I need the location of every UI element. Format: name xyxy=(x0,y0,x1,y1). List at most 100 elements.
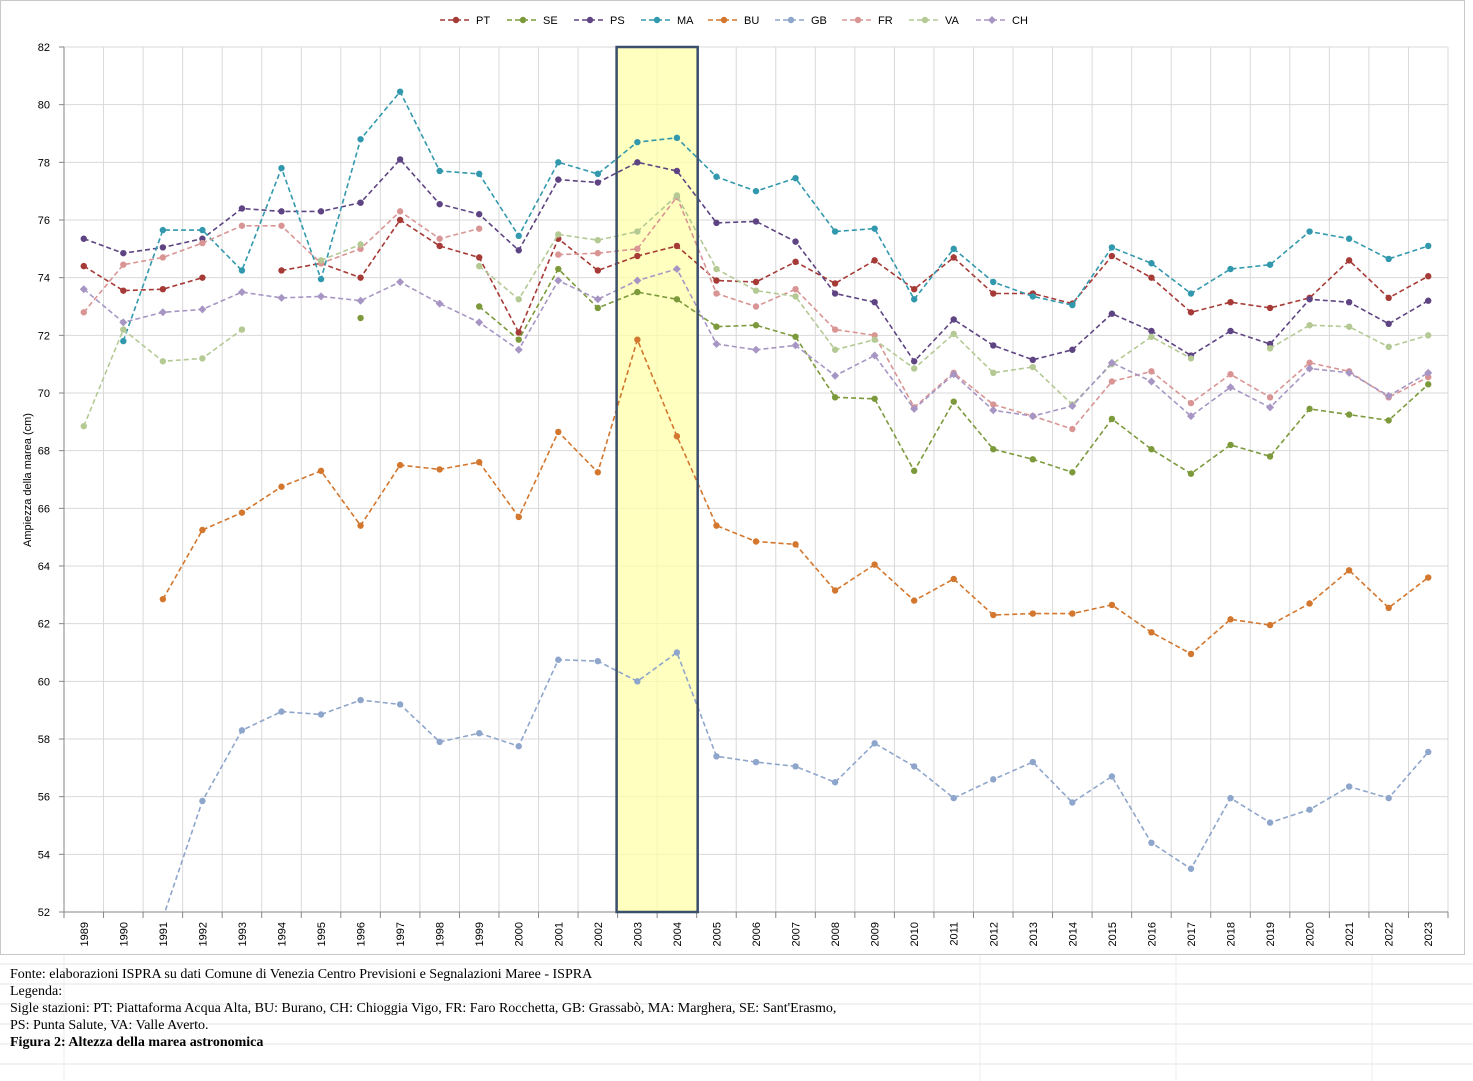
data-point-VA xyxy=(713,265,720,273)
data-point-SE xyxy=(1385,417,1392,424)
x-tick-label: 2006 xyxy=(751,922,763,946)
line-chart: 52 54 56 58 60 62 64 66 68 70 72 74 76 78 80 82 1989 1990… xyxy=(22,15,1449,946)
data-point-GB xyxy=(1108,773,1116,780)
data-point-CH xyxy=(1424,368,1433,377)
data-point-PT xyxy=(159,286,167,293)
x-tick-label: 2002 xyxy=(593,922,605,946)
data-point-VA xyxy=(634,228,641,235)
data-point-CH xyxy=(672,265,681,274)
data-point-VA xyxy=(476,262,483,270)
data-point-SE xyxy=(713,323,720,330)
series-line-PT xyxy=(83,265,203,292)
legend-label: MA xyxy=(677,15,694,27)
series-PT xyxy=(80,216,1432,336)
data-point-BU xyxy=(1069,610,1076,617)
data-point-CH xyxy=(1226,383,1235,392)
data-point-MA xyxy=(1148,260,1155,267)
data-point-PS xyxy=(1029,356,1037,364)
data-point-PS xyxy=(1345,298,1353,306)
data-point-SE xyxy=(910,467,918,475)
series-CH xyxy=(79,265,1433,421)
data-point-GB xyxy=(1266,819,1274,826)
series-BU xyxy=(159,336,1432,658)
y-tick-label: 70 xyxy=(38,388,50,400)
chart-frame xyxy=(0,0,1465,955)
data-point-BU xyxy=(436,466,443,473)
x-tick-label: 2018 xyxy=(1226,922,1238,946)
x-tick-label: 1995 xyxy=(316,922,328,946)
data-point-VA xyxy=(950,330,957,338)
data-point-GB xyxy=(1069,799,1076,806)
data-point-SE xyxy=(990,446,997,453)
data-point-MA xyxy=(436,167,443,175)
data-point-MA xyxy=(713,173,720,180)
data-point-FR xyxy=(594,249,602,257)
legend-heading: Legenda: xyxy=(10,984,63,999)
data-point-CH xyxy=(712,339,721,348)
data-point-PS xyxy=(278,208,285,215)
series-line-VA xyxy=(83,328,243,427)
data-point-MA xyxy=(357,136,364,143)
data-point-CH xyxy=(1147,377,1156,386)
data-point-MA xyxy=(792,174,799,182)
data-point-PT xyxy=(80,262,87,270)
data-point-SE xyxy=(1148,446,1155,453)
station-codes: Sigle stazioni: PT: Piattaforma Acqua Al… xyxy=(10,1001,837,1016)
x-tick-label: 1991 xyxy=(158,922,170,946)
data-point-MA xyxy=(278,164,285,172)
data-point-MA xyxy=(1187,290,1195,297)
x-tick-label: 2008 xyxy=(830,922,842,946)
data-point-SE xyxy=(1266,453,1274,460)
data-point-GB xyxy=(357,696,364,704)
data-point-FR xyxy=(634,245,641,253)
legend-item-CH: CH xyxy=(976,15,1028,27)
data-point-MA xyxy=(396,88,404,95)
series-MA xyxy=(120,88,1432,345)
data-point-BU xyxy=(357,522,364,529)
data-point-PS xyxy=(357,199,364,206)
data-point-CH xyxy=(1305,364,1314,373)
data-point-SE xyxy=(1425,381,1432,388)
data-point-SE xyxy=(831,394,839,401)
data-point-VA xyxy=(673,192,681,199)
data-point-GB xyxy=(1029,758,1037,766)
data-point-BU xyxy=(1029,610,1037,617)
data-point-BU xyxy=(792,541,799,548)
legend-marker xyxy=(854,16,862,24)
x-tick-label: 2014 xyxy=(1067,922,1079,946)
data-point-MA xyxy=(159,226,167,234)
legend-marker xyxy=(653,16,661,24)
data-point-MA xyxy=(1345,235,1353,242)
data-point-PT xyxy=(476,254,483,261)
data-point-CH xyxy=(1345,368,1354,377)
data-point-GB xyxy=(634,678,641,685)
data-point-PS xyxy=(476,211,483,218)
data-point-SE xyxy=(792,333,799,340)
data-point-MA xyxy=(476,170,483,178)
data-point-GB xyxy=(990,776,997,783)
data-point-PT xyxy=(436,242,443,250)
legend-label: VA xyxy=(945,15,960,27)
data-point-PS xyxy=(752,218,760,225)
data-point-GB xyxy=(594,657,602,665)
data-point-FR xyxy=(1425,373,1432,381)
data-point-BU xyxy=(396,461,404,469)
x-tick-label: 2023 xyxy=(1423,922,1435,946)
data-point-SE xyxy=(555,265,562,273)
y-tick-label: 58 xyxy=(38,734,50,746)
data-point-PS xyxy=(1306,296,1313,303)
data-point-SE xyxy=(950,398,957,405)
data-point-PS xyxy=(1069,346,1076,353)
data-point-FR xyxy=(476,225,483,232)
series-line-BU xyxy=(162,337,1429,655)
data-point-PS xyxy=(80,235,87,242)
data-point-BU xyxy=(1187,650,1195,658)
data-point-VA xyxy=(238,326,246,333)
data-point-FR xyxy=(120,261,127,268)
data-point-CH xyxy=(593,295,602,304)
data-point-BU xyxy=(317,467,325,475)
data-point-BU xyxy=(1227,616,1234,623)
data-point-CH xyxy=(475,318,484,327)
data-point-PT xyxy=(515,329,522,336)
data-point-CH xyxy=(1107,358,1116,367)
